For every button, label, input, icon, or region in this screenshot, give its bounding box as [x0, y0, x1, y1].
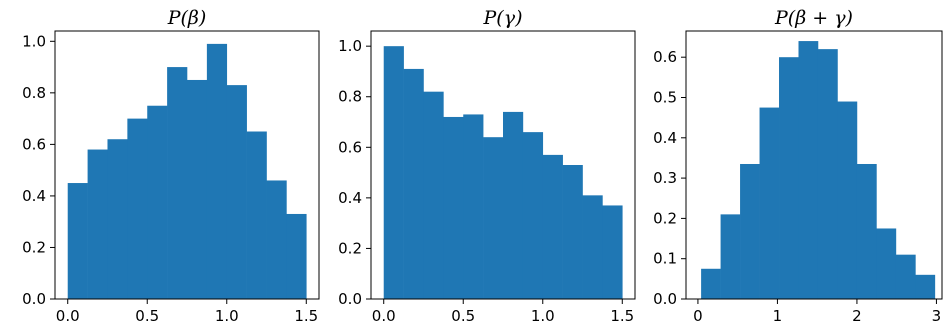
histogram-bar	[837, 101, 858, 300]
y-tick-label: 0.0	[338, 290, 362, 308]
y-tick-label: 0.6	[22, 135, 46, 153]
histogram-bar	[701, 268, 721, 299]
histogram-bar	[759, 107, 780, 299]
histogram-bar	[483, 137, 504, 299]
y-tick-label: 0.0	[653, 290, 677, 308]
histogram-bar	[463, 114, 484, 299]
axes-frame	[54, 30, 320, 300]
y-tick-label: 1.0	[338, 37, 362, 55]
histogram-bar	[443, 116, 464, 299]
histogram-bar	[127, 118, 148, 299]
histogram-bar	[503, 111, 524, 299]
panel-gamma: 0.0 0.5 1.0 1.5 0.0 0.2 0.4 0.6 0.8 1.0 P(γ)	[338, 7, 636, 325]
histogram-bar	[798, 41, 819, 299]
histogram-bar	[147, 105, 168, 299]
histogram-bar	[522, 132, 544, 299]
x-tick-label: 1.0	[215, 307, 239, 325]
histogram-bar	[720, 214, 741, 299]
histogram-bar	[582, 195, 603, 299]
histogram-bar	[383, 46, 404, 299]
y-tick-label: 0.4	[22, 187, 46, 205]
panel-beta-title: P(β)	[167, 7, 207, 29]
histogram-bar	[915, 274, 936, 299]
x-tick-label: 1.5	[294, 307, 318, 325]
histogram-bar	[542, 154, 563, 299]
histogram-bar	[246, 131, 267, 299]
y-tick-label: 0.2	[22, 238, 46, 256]
y-tick-label: 0.6	[338, 138, 362, 156]
y-tick-label: 0.2	[653, 209, 677, 227]
histogram-bar	[286, 213, 307, 299]
y-tick-label: 0.2	[338, 239, 362, 257]
x-tick-label: 0.0	[56, 307, 80, 325]
histogram-bar	[167, 67, 188, 299]
y-tick-label: 0.5	[653, 88, 677, 106]
histogram-bar	[779, 57, 799, 299]
y-tick-label: 0.8	[338, 88, 362, 106]
y-tick-label: 0.4	[653, 129, 677, 147]
histogram-bar	[226, 85, 247, 299]
x-tick-label: 3	[932, 307, 942, 325]
x-tick-label: 0	[693, 307, 703, 325]
histogram-bar	[187, 79, 208, 299]
y-tick-label: 1.0	[22, 32, 46, 50]
histogram-bar	[562, 165, 583, 299]
histogram-bar	[87, 149, 108, 299]
y-tick-label: 0.0	[22, 290, 46, 308]
x-tick-label: 2	[852, 307, 862, 325]
x-tick-label: 1.0	[531, 307, 555, 325]
histogram-bar	[67, 183, 88, 299]
y-tick-label: 0.1	[653, 250, 677, 268]
histogram-bar	[817, 49, 838, 299]
x-tick-label: 0.5	[135, 307, 159, 325]
panel-beta-plus-gamma: 0 1 2 3 0.0 0.1 0.2 0.3 0.4 0.5 0.6 P(β + γ)	[653, 7, 943, 325]
y-tick-label: 0.8	[22, 84, 46, 102]
axes-frame	[685, 30, 943, 300]
x-tick-label: 1	[773, 307, 783, 325]
histogram-bar	[206, 43, 228, 300]
x-tick-label: 0.5	[451, 307, 475, 325]
x-tick-label: 1.5	[610, 307, 634, 325]
histogram-bar	[266, 180, 287, 299]
histogram-bar	[876, 228, 897, 299]
y-tick-label: 0.4	[338, 189, 362, 207]
y-tick-label: 0.3	[653, 169, 677, 187]
panel-beta-plus-gamma-title: P(β + γ)	[774, 7, 853, 29]
panel-gamma-title: P(γ)	[483, 7, 523, 29]
axes-frame	[370, 30, 636, 300]
panel-beta: 0.0 0.5 1.0 1.5 0.0 0.2 0.4 0.6 0.8 1.0 P(β)	[22, 7, 320, 325]
histogram-bar	[107, 139, 128, 299]
histogram-bar	[602, 205, 623, 299]
x-tick-label: 0.0	[372, 307, 396, 325]
histogram-bar	[740, 163, 760, 299]
histogram-bar	[403, 68, 424, 299]
histogram-bar	[856, 163, 877, 299]
histogram-bar	[423, 91, 444, 299]
histogram-bar	[895, 254, 916, 299]
y-tick-label: 0.6	[653, 48, 677, 66]
